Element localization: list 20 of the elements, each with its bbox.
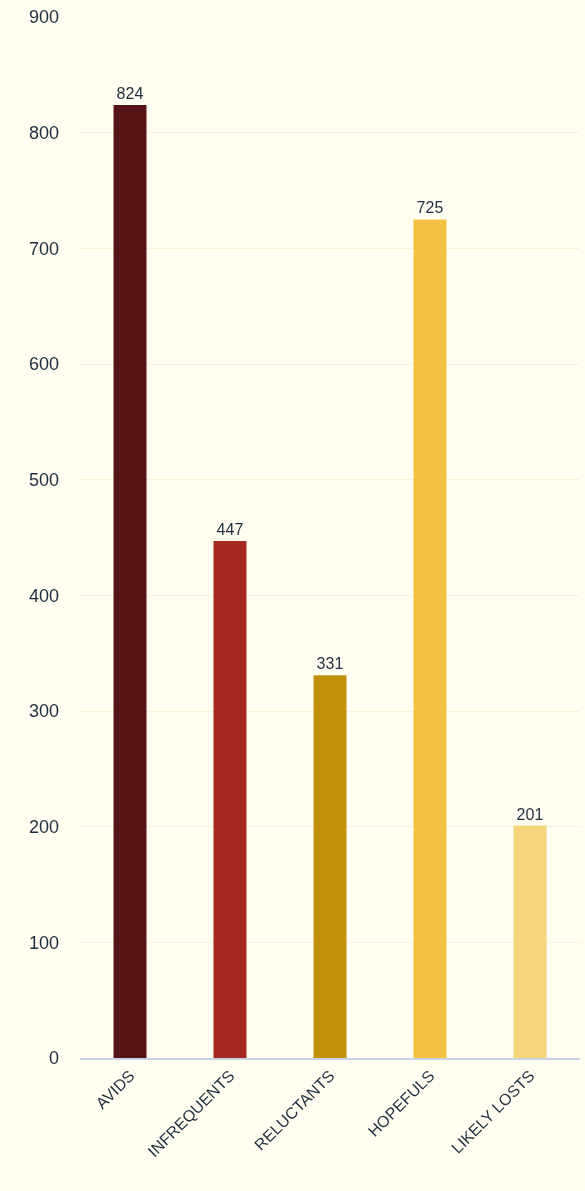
y-tick-label: 500 [28, 469, 59, 490]
y-tick-label: 700 [28, 238, 59, 259]
data-label: 824 [116, 84, 144, 102]
data-label: 447 [216, 520, 244, 538]
y-tick-label: 100 [28, 932, 59, 953]
y-tick-label: 300 [28, 701, 59, 722]
bar [513, 825, 547, 1058]
y-tick-label: 800 [28, 122, 59, 143]
y-tick-label: 0 [48, 1048, 59, 1069]
bar [413, 219, 447, 1058]
y-tick-label: 400 [28, 585, 59, 606]
data-label: 331 [316, 655, 344, 673]
bar [113, 104, 147, 1058]
y-tick-label: 600 [28, 354, 59, 375]
y-tick-label: 200 [28, 816, 59, 837]
bar [313, 675, 347, 1058]
bar [213, 540, 247, 1058]
data-label: 725 [416, 199, 444, 217]
y-tick-label: 900 [28, 7, 59, 28]
data-label: 201 [516, 805, 544, 823]
